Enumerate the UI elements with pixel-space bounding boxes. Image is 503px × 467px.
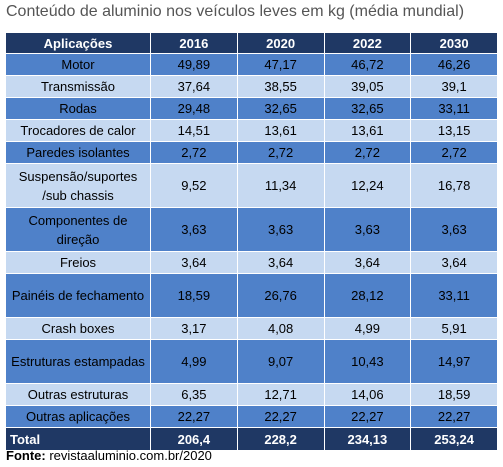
table-cell: 18,59 xyxy=(410,383,498,406)
column-header: 2020 xyxy=(236,32,325,54)
table-cell: 29,48 xyxy=(150,97,238,120)
table-cell: 12,24 xyxy=(323,163,412,208)
table-cell: 2,72 xyxy=(150,141,238,164)
total-row: Total 206,4 228,2 234,13 253,24 xyxy=(5,427,498,451)
table-cell: 3,64 xyxy=(410,251,498,274)
table-cell: 22,27 xyxy=(323,405,412,428)
row-label: Paredes isolantes xyxy=(5,141,151,164)
table-row: Outras estruturas 6,35 12,71 14,06 18,59 xyxy=(5,383,498,406)
table-cell: 39,1 xyxy=(410,75,498,98)
table-cell: 3,63 xyxy=(323,207,412,252)
table-cell: 46,72 xyxy=(323,53,412,76)
table-cell: 22,27 xyxy=(410,405,498,428)
table-cell: 3,17 xyxy=(150,317,238,340)
source-label: Fonte: xyxy=(6,448,46,463)
table-row: Freios 3,64 3,64 3,64 3,64 xyxy=(5,251,498,274)
row-label: Freios xyxy=(5,251,151,274)
table-cell: 4,99 xyxy=(150,339,238,384)
table-cell: 3,64 xyxy=(236,251,325,274)
table-cell: 9,52 xyxy=(150,163,238,208)
table-title: Conteúdo de aluminio nos veículos leves … xyxy=(6,3,465,20)
column-header: 2016 xyxy=(150,32,238,54)
table-row: Outras aplicações 22,27 22,27 22,27 22,27 xyxy=(5,405,498,428)
header-row: Aplicações 2016 2020 2022 2030 xyxy=(5,32,498,54)
table-cell: 49,89 xyxy=(150,53,238,76)
row-label: Transmissão xyxy=(5,75,151,98)
table-cell: 2,72 xyxy=(236,141,325,164)
table-cell: 33,11 xyxy=(410,97,498,120)
table-cell: 37,64 xyxy=(150,75,238,98)
table-cell: 47,17 xyxy=(236,53,325,76)
source-text: revistaaluminio.com.br/2020 xyxy=(45,448,212,463)
table-cell: 3,63 xyxy=(236,207,325,252)
table-cell: 14,06 xyxy=(323,383,412,406)
table-cell: 28,12 xyxy=(323,273,412,318)
table-cell: 11,34 xyxy=(236,163,325,208)
table-row: Transmissão 37,64 38,55 39,05 39,1 xyxy=(5,75,498,98)
table-row: Trocadores de calor 14,51 13,61 13,61 13,15 xyxy=(5,119,498,142)
column-header: 2022 xyxy=(323,32,412,54)
table-row: Motor 49,89 47,17 46,72 46,26 xyxy=(5,53,498,76)
table-cell: 32,65 xyxy=(236,97,325,120)
total-cell: 206,4 xyxy=(150,427,238,451)
table-row: Estruturas estampadas 4,99 9,07 10,43 14,97 xyxy=(5,339,498,384)
source-note: Fonte: revistaaluminio.com.br/2020 xyxy=(6,448,212,463)
total-label: Total xyxy=(5,427,151,451)
row-label: Estruturas estampadas xyxy=(5,339,151,384)
table-cell: 9,07 xyxy=(236,339,325,384)
table-cell: 3,63 xyxy=(410,207,498,252)
table-cell: 2,72 xyxy=(410,141,498,164)
table-cell: 5,91 xyxy=(410,317,498,340)
row-label: Outras estruturas xyxy=(5,383,151,406)
total-cell: 253,24 xyxy=(410,427,498,451)
table-cell: 13,61 xyxy=(236,119,325,142)
table-cell: 4,08 xyxy=(236,317,325,340)
table-cell: 16,78 xyxy=(410,163,498,208)
row-label: Trocadores de calor xyxy=(5,119,151,142)
row-label: Crash boxes xyxy=(5,317,151,340)
table-cell: 13,61 xyxy=(323,119,412,142)
table-row: Painéis de fechamento 18,59 26,76 28,12 33,1… xyxy=(5,273,498,318)
row-label: Painéis de fechamento xyxy=(5,273,151,318)
table-cell: 4,99 xyxy=(323,317,412,340)
table-cell: 10,43 xyxy=(323,339,412,384)
table-cell: 2,72 xyxy=(323,141,412,164)
table-cell: 38,55 xyxy=(236,75,325,98)
row-label: Suspensão/suportes /sub chassis xyxy=(5,163,151,208)
row-label: Outras aplicações xyxy=(5,405,151,428)
table-cell: 26,76 xyxy=(236,273,325,318)
aluminum-content-table: Aplicações 2016 2020 2022 2030 Motor 49,8… xyxy=(5,32,498,451)
column-header: Aplicações xyxy=(5,32,151,54)
table-cell: 39,05 xyxy=(323,75,412,98)
row-label: Rodas xyxy=(5,97,151,120)
table-cell: 3,63 xyxy=(150,207,238,252)
table-cell: 46,26 xyxy=(410,53,498,76)
table-row: Componentes de direção 3,63 3,63 3,63 3,63 xyxy=(5,207,498,252)
table-cell: 3,64 xyxy=(323,251,412,274)
table-row: Rodas 29,48 32,65 32,65 33,11 xyxy=(5,97,498,120)
table-cell: 22,27 xyxy=(150,405,238,428)
row-label: Componentes de direção xyxy=(5,207,151,252)
row-label: Motor xyxy=(5,53,151,76)
table-cell: 14,51 xyxy=(150,119,238,142)
table-cell: 6,35 xyxy=(150,383,238,406)
total-cell: 228,2 xyxy=(236,427,325,451)
table-cell: 32,65 xyxy=(323,97,412,120)
table-cell: 3,64 xyxy=(150,251,238,274)
table-cell: 22,27 xyxy=(236,405,325,428)
table-cell: 33,11 xyxy=(410,273,498,318)
table-row: Paredes isolantes 2,72 2,72 2,72 2,72 xyxy=(5,141,498,164)
table-cell: 12,71 xyxy=(236,383,325,406)
table-row: Crash boxes 3,17 4,08 4,99 5,91 xyxy=(5,317,498,340)
column-header: 2030 xyxy=(410,32,498,54)
table-cell: 18,59 xyxy=(150,273,238,318)
table-row: Suspensão/suportes /sub chassis 9,52 11,34… xyxy=(5,163,498,208)
total-cell: 234,13 xyxy=(323,427,412,451)
table-cell: 13,15 xyxy=(410,119,498,142)
table-cell: 14,97 xyxy=(410,339,498,384)
